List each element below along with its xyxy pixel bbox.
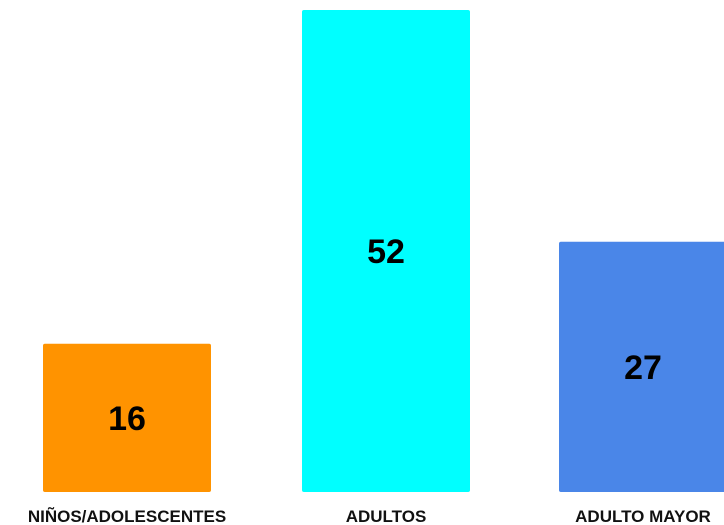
category-labels-group: NIÑOS/ADOLESCENTES ADULTOS ADULTO MAYOR (28, 506, 711, 525)
bar-value-label-1: 52 (367, 233, 405, 271)
category-label-0: NIÑOS/ADOLESCENTES (28, 506, 226, 525)
bar-0 (43, 343, 211, 492)
bar-value-label-0: 16 (108, 400, 146, 438)
category-label-1: ADULTOS (346, 507, 427, 525)
value-labels-group: 16 52 27 (108, 233, 662, 438)
bar-2 (559, 241, 724, 492)
bar-1 (302, 10, 470, 492)
bars-group (43, 10, 724, 492)
category-label-2: ADULTO MAYOR (575, 507, 711, 525)
bar-value-label-2: 27 (624, 349, 662, 387)
